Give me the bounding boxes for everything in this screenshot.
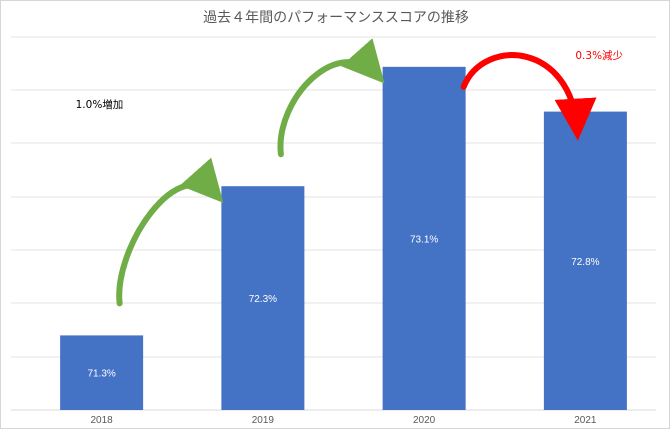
chart-title: 過去４年間のパフォーマンススコアの推移: [203, 10, 469, 26]
bar-2018: [60, 335, 144, 410]
bar-2020: [382, 66, 466, 410]
change-arrow-2: [277, 38, 385, 158]
x-tick-label-2020: 2020: [413, 415, 436, 426]
change-arrow-3: [460, 52, 597, 141]
x-tick-label-2021: 2021: [574, 415, 597, 426]
change-annotation-3: 0.3%減少: [575, 49, 623, 62]
change-arrow-1: [116, 157, 224, 307]
data-label-2020: 73.1%: [410, 234, 438, 245]
bar-2021: [543, 111, 627, 410]
data-label-2021: 72.8%: [571, 257, 599, 268]
data-label-2019: 72.3%: [249, 294, 277, 305]
bar-2019: [221, 186, 305, 410]
x-tick-label-2019: 2019: [252, 415, 275, 426]
data-label-2018: 71.3%: [87, 369, 115, 380]
change-annotation-1: 1.0%増加: [76, 98, 124, 111]
x-tick-label-2018: 2018: [91, 415, 114, 426]
